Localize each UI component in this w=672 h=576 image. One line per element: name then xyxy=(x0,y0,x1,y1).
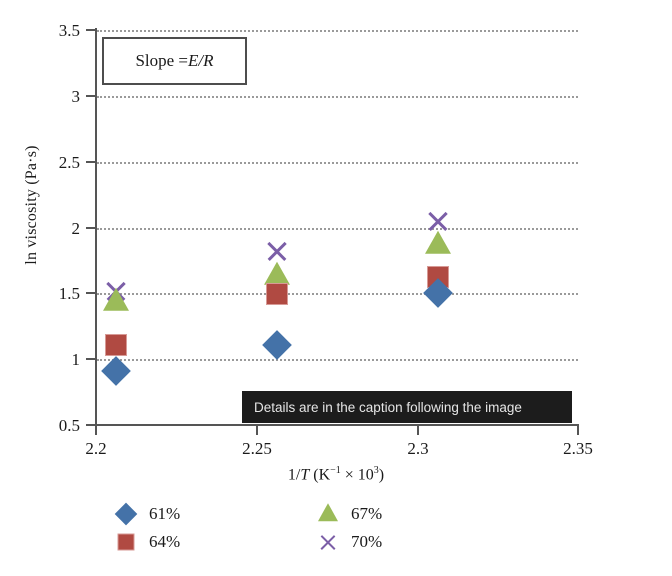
slope-annotation-e: E xyxy=(188,51,199,70)
data-point-67pct-2 xyxy=(264,261,290,285)
data-point-70pct-2 xyxy=(265,239,289,263)
y-tick-label-2.5: 2.5 xyxy=(58,153,80,172)
x-tick-label-2.3: 2.3 xyxy=(407,439,429,458)
x-axis-title-exponent-1: −1 xyxy=(330,465,341,476)
legend-item-70pct[interactable]: 70% xyxy=(313,530,382,554)
x-tick-mark-2.35 xyxy=(577,426,579,435)
slope-annotation-prefix: Slope = xyxy=(135,51,189,70)
y-tick-label-1.5: 1.5 xyxy=(58,284,80,303)
x-axis-title-prefix: 1/ xyxy=(287,466,301,484)
y-tick-mark-1 xyxy=(86,358,95,360)
y-tick-mark-2.5 xyxy=(86,161,95,163)
y-tick-mark-0.5 xyxy=(86,424,95,426)
x-tick-mark-2.2 xyxy=(95,426,97,435)
legend-item-64pct[interactable]: 64% xyxy=(111,530,180,554)
x-axis-title: 1/T (K−1 × 103) xyxy=(186,465,486,484)
y-axis-line xyxy=(95,28,97,427)
y-tick-mark-3.5 xyxy=(86,29,95,31)
gridline-1.5 xyxy=(97,293,578,295)
chart-legend: 61% 64% 67% 70% xyxy=(95,500,565,560)
gridline-1 xyxy=(97,359,578,361)
y-tick-label-1: 1 xyxy=(71,350,81,369)
legend-label-70pct: 70% xyxy=(351,532,383,551)
y-tick-mark-2 xyxy=(86,227,95,229)
legend-label-67pct: 67% xyxy=(351,504,383,523)
gridline-2 xyxy=(97,228,578,230)
x-axis-title-variable: T xyxy=(300,466,310,484)
legend-item-61pct[interactable]: 61% xyxy=(111,502,180,526)
y-tick-mark-1.5 xyxy=(86,292,95,294)
cross-marker-icon xyxy=(313,530,343,554)
y-tick-label-0.5: 0.5 xyxy=(58,416,80,435)
gridline-3.5 xyxy=(97,30,578,32)
legend-item-67pct[interactable]: 67% xyxy=(313,502,382,526)
data-point-67pct-1 xyxy=(103,287,129,311)
x-axis-title-times: × 10 xyxy=(340,466,374,484)
gridline-3 xyxy=(97,96,578,98)
triangle-marker-icon xyxy=(313,502,343,526)
data-point-61pct-2 xyxy=(262,330,292,360)
x-tick-label-2.35: 2.35 xyxy=(563,439,593,458)
legend-label-64pct: 64% xyxy=(149,532,181,551)
legend-label-61pct: 61% xyxy=(149,504,181,523)
x-tick-label-2.25: 2.25 xyxy=(242,439,272,458)
x-axis-title-close: ) xyxy=(378,466,385,484)
data-point-70pct-3 xyxy=(426,209,450,233)
x-axis-line xyxy=(95,424,579,426)
data-point-64pct-2 xyxy=(266,283,288,305)
caption-tooltip-text: Details are in the caption following the… xyxy=(254,399,522,415)
data-point-64pct-1 xyxy=(105,334,127,356)
y-tick-mark-3 xyxy=(86,95,95,97)
y-tick-label-3.5: 3.5 xyxy=(58,21,80,40)
x-tick-mark-2.25 xyxy=(256,426,258,435)
diamond-marker-icon xyxy=(111,502,141,526)
x-axis-title-exponent-2: 3 xyxy=(373,465,379,476)
slope-annotation-slash: / xyxy=(198,51,204,70)
x-tick-mark-2.3 xyxy=(417,426,419,435)
x-tick-label-2.2: 2.2 xyxy=(85,439,107,458)
square-marker-icon xyxy=(111,530,141,554)
data-point-67pct-3 xyxy=(425,230,451,254)
gridline-2.5 xyxy=(97,162,578,164)
slope-annotation-box: Slope = E / R xyxy=(102,37,247,85)
y-tick-label-2: 2 xyxy=(71,219,81,238)
x-axis-title-unit-open: (K xyxy=(309,466,331,484)
caption-tooltip: Details are in the caption following the… xyxy=(242,391,572,423)
slope-annotation-r: R xyxy=(203,51,214,70)
y-tick-label-3: 3 xyxy=(71,87,81,106)
y-axis-title: ln viscosity (Pa·s) xyxy=(23,145,40,265)
